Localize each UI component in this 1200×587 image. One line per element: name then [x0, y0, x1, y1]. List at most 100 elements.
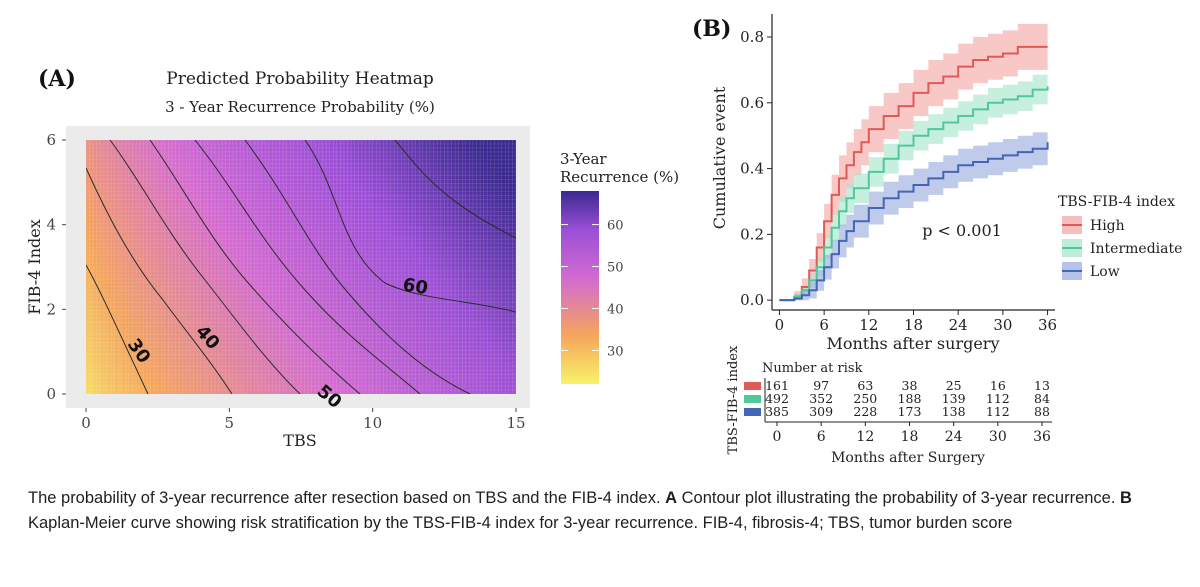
heatmap-cell	[286, 372, 295, 385]
heatmap-cell	[344, 267, 352, 279]
heatmap-cell	[308, 150, 316, 162]
heatmap-cell	[322, 319, 331, 332]
heatmap-cell	[487, 150, 496, 162]
risk-x-tick-label: 0	[773, 429, 782, 445]
heatmap-cell	[179, 298, 187, 310]
heatmap-cell	[258, 150, 266, 162]
heatmap-cell	[379, 161, 388, 173]
heatmap-cell	[394, 171, 402, 183]
heatmap-cell	[164, 203, 173, 215]
heatmap-cell	[336, 182, 345, 194]
heatmap-cell	[351, 235, 359, 247]
heatmap-cell	[179, 330, 187, 342]
heatmap-cell	[107, 171, 116, 183]
heatmap-cell	[179, 192, 187, 205]
km-band-intermediate	[779, 71, 1048, 301]
heatmap-cell	[272, 171, 281, 183]
heatmap-cell	[250, 288, 259, 300]
heatmap-cell	[100, 245, 109, 258]
risk-table-title: Number at risk	[762, 361, 863, 376]
heatmap-cell	[415, 372, 424, 385]
heatmap-cell	[157, 161, 166, 173]
heatmap-cell	[114, 150, 123, 162]
heatmap-cell	[437, 319, 445, 332]
heatmap-cell	[494, 277, 503, 289]
heatmap-cell	[444, 192, 453, 205]
heatmap-cell	[394, 330, 402, 342]
heatmap-cell	[394, 267, 402, 279]
heatmap-cell	[344, 362, 352, 374]
heatmap-cell	[136, 383, 144, 394]
heatmap-cell	[129, 288, 137, 300]
heatmap-cell	[172, 330, 180, 342]
heatmap-cell	[401, 383, 410, 394]
heatmap-cell	[322, 351, 331, 363]
heatmap-cell	[193, 214, 202, 226]
heatmap-cell	[186, 161, 195, 173]
heatmap-cell	[494, 362, 503, 374]
heatmap-cell	[315, 372, 324, 385]
heatmap-cell	[93, 277, 101, 289]
heatmap-cell	[107, 245, 116, 258]
heatmap-cell	[222, 383, 230, 394]
heatmap-cell	[86, 245, 94, 258]
heatmap-cell	[193, 267, 202, 279]
heatmap-cell	[308, 351, 316, 363]
heatmap-cell	[351, 341, 359, 353]
heatmap-cell	[408, 383, 417, 394]
risk-row-swatch-intermediate	[744, 395, 761, 403]
heatmap-cell	[193, 330, 202, 342]
heatmap-cell	[301, 150, 309, 162]
heatmap-cell	[114, 309, 123, 321]
heatmap-cell	[329, 182, 338, 194]
heatmap-cell	[458, 203, 467, 215]
heatmap-cell	[501, 330, 510, 342]
heatmap-cell	[236, 256, 245, 268]
km-x-tick-label: 0	[775, 316, 785, 334]
heatmap-cell	[451, 171, 460, 183]
heatmap-cell	[229, 214, 238, 226]
heatmap-cell	[408, 372, 417, 385]
heatmap-cell	[365, 341, 374, 353]
heatmap-cell	[121, 298, 130, 310]
km-y-tick-label: 0.0	[740, 291, 764, 309]
heatmap-cell	[157, 267, 166, 279]
colorbar-tick-label: 50	[607, 261, 624, 276]
heatmap-cell	[250, 298, 259, 310]
heatmap-cell	[501, 235, 510, 247]
heatmap-cell	[365, 161, 374, 173]
heatmap-cell	[351, 140, 359, 152]
heatmap-cell	[480, 330, 488, 342]
heatmap-cell	[394, 140, 402, 152]
heatmap-cell	[308, 214, 316, 226]
heatmap-cell	[114, 203, 123, 215]
heatmap-cell	[508, 277, 516, 289]
heatmap-cell	[136, 288, 144, 300]
heatmap-cell	[157, 140, 166, 152]
heatmap-cell	[200, 267, 209, 279]
heatmap-cell	[279, 341, 288, 353]
heatmap-cell	[200, 235, 209, 247]
heatmap-cell	[258, 256, 266, 268]
heatmap-cell	[107, 203, 116, 215]
heatmap-cell	[508, 298, 516, 310]
heatmap-cell	[86, 140, 94, 152]
heatmap-cell	[379, 383, 388, 394]
heatmap-cell	[465, 319, 474, 332]
heatmap-cell	[415, 362, 424, 374]
heatmap-cell	[308, 245, 316, 258]
heatmap-cell	[372, 150, 381, 162]
heatmap-cell	[322, 372, 331, 385]
heatmap-cell	[401, 298, 410, 310]
heatmap-cell	[308, 182, 316, 194]
p-value-annotation: p < 0.001	[922, 221, 1002, 240]
heatmap-cell	[150, 267, 159, 279]
heatmap-cell	[200, 224, 209, 236]
heatmap-cell	[444, 309, 453, 321]
heatmap-cell	[172, 372, 180, 385]
heatmap-cell	[222, 309, 230, 321]
heatmap-cell	[372, 171, 381, 183]
x-tick-label: 10	[363, 414, 382, 432]
km-y-tick-label: 0.6	[740, 94, 764, 112]
